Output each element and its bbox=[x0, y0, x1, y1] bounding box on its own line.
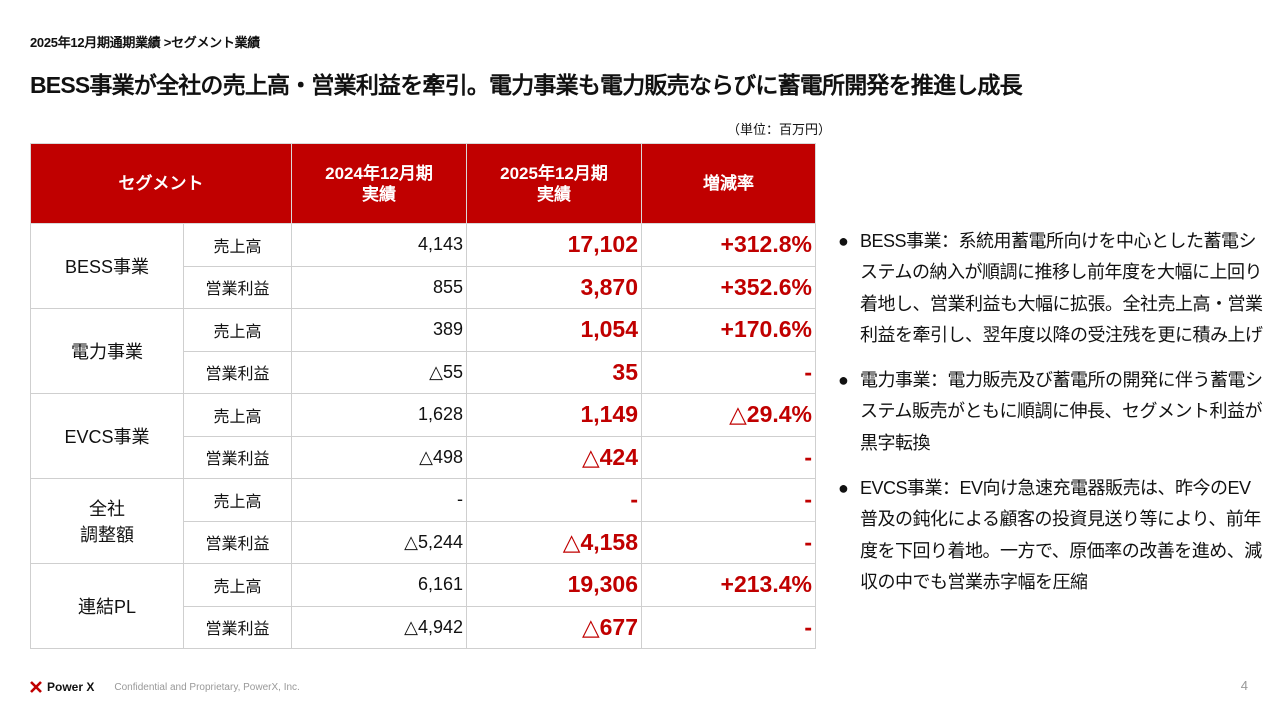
fy2025-value: 3,870 bbox=[466, 265, 642, 309]
item-label: 営業利益 bbox=[183, 350, 292, 394]
header-change: 増減率 bbox=[641, 143, 816, 224]
change-rate: +352.6% bbox=[641, 265, 816, 309]
powerx-logo: Power X bbox=[30, 680, 94, 694]
fy2024-value: 1,628 bbox=[291, 393, 467, 437]
segment-name: EVCS事業 bbox=[30, 393, 184, 479]
unit-label: （単位：百万円） bbox=[727, 122, 832, 137]
fy2025-value: 1,149 bbox=[466, 393, 642, 437]
fy2025-value: △677 bbox=[466, 605, 642, 649]
logo-text: Power X bbox=[47, 680, 95, 694]
table-row: 営業利益 △4,942 △677- bbox=[31, 605, 816, 649]
confidential-text: Confidential and Proprietary, PowerX, In… bbox=[114, 681, 300, 693]
breadcrumb: 2025年12月期通期業績 >セグメント業績 bbox=[30, 35, 260, 50]
table-row: BESS事業 売上高 4,143 17,102 +312.8% bbox=[30, 223, 816, 309]
page-title: BESS事業が全社の売上高・営業利益を牽引。電力事業も電力販売ならびに蓄電所開発… bbox=[30, 72, 1023, 98]
fy2024-value: - bbox=[291, 478, 467, 522]
fy2024-value: 855 bbox=[291, 265, 467, 309]
item-label: 売上高 bbox=[183, 393, 292, 437]
fy2024-value: 389 bbox=[291, 308, 467, 352]
page-number: 4 bbox=[1240, 678, 1248, 693]
change-rate: - bbox=[641, 478, 816, 522]
item-label: 営業利益 bbox=[183, 435, 292, 479]
change-rate: - bbox=[641, 435, 816, 479]
table-row: 連結PL 売上高 6,161 19,306 +213.4% bbox=[30, 563, 816, 649]
item-label: 売上高 bbox=[183, 563, 292, 607]
bullet-evcs: ● EVCS事業：EV向け急速充電器販売は、昨今のEV普及の鈍化による顧客の投資見… bbox=[838, 473, 1268, 598]
change-rate: - bbox=[641, 350, 816, 394]
item-label: 売上高 bbox=[183, 478, 292, 522]
table-row: 電力事業 売上高 389 1,054 +170.6% bbox=[30, 308, 816, 394]
change-rate: - bbox=[641, 520, 816, 564]
fy2025-value: △424 bbox=[466, 435, 642, 479]
fy2025-value: △4,158 bbox=[466, 520, 642, 564]
bullet-text: BESS事業：系統用蓄電所向けを中心とした蓄電システムの納入が順調に推移し前年度… bbox=[860, 231, 1263, 345]
bullet-dot-icon: ● bbox=[838, 231, 849, 251]
commentary: ● BESS事業：系統用蓄電所向けを中心とした蓄電システムの納入が順調に推移し前年… bbox=[838, 226, 1268, 612]
fy2024-value: △55 bbox=[291, 350, 467, 394]
table-row: 全社 調整額 売上高 - - - bbox=[30, 478, 816, 564]
fy2024-value: △498 bbox=[291, 435, 467, 479]
fy2025-value: 19,306 bbox=[466, 563, 642, 607]
segment-table: セグメント 2024年12月期 実績 2025年12月期 実績 増減率 BESS… bbox=[30, 143, 816, 649]
fy2024-value: 6,161 bbox=[291, 563, 467, 607]
bullet-text: EVCS事業：EV向け急速充電器販売は、昨今のEV普及の鈍化による顧客の投資見送… bbox=[860, 478, 1262, 592]
header-fy2025: 2025年12月期 実績 bbox=[466, 143, 642, 224]
change-rate: +312.8% bbox=[641, 223, 816, 267]
table-row: 営業利益 855 3,870 +352.6% bbox=[31, 265, 816, 309]
bullet-dot-icon: ● bbox=[838, 370, 849, 391]
segment-name: 全社 調整額 bbox=[30, 478, 184, 564]
segment-name: 連結PL bbox=[30, 563, 184, 649]
fy2025-value: - bbox=[466, 478, 642, 522]
header-segment: セグメント bbox=[30, 143, 292, 224]
fy2025-value: 17,102 bbox=[466, 223, 642, 267]
table-row: 営業利益 △498 △424- bbox=[31, 435, 816, 479]
bullet-text: 電力事業：電力販売及び蓄電所の開発に伴う蓄電システム販売がともに順調に伸長、セグ… bbox=[860, 370, 1263, 453]
segment-name: 電力事業 bbox=[30, 308, 184, 394]
footer: Power X Confidential and Proprietary, Po… bbox=[30, 680, 300, 694]
item-label: 営業利益 bbox=[183, 520, 292, 564]
x-logo-icon bbox=[30, 681, 42, 693]
fy2025-value: 35 bbox=[466, 350, 642, 394]
change-rate: +213.4% bbox=[641, 563, 816, 607]
change-rate: +170.6% bbox=[641, 308, 816, 352]
item-label: 売上高 bbox=[183, 223, 292, 267]
table-row: EVCS事業 売上高 1,628 1,149 △29.4% bbox=[30, 393, 816, 479]
fy2024-value: △4,942 bbox=[291, 605, 467, 649]
bullet-dot-icon: ● bbox=[838, 478, 849, 499]
bullet-power: ● 電力事業：電力販売及び蓄電所の開発に伴う蓄電システム販売がともに順調に伸長、セ… bbox=[838, 365, 1268, 459]
bullet-bess: ● BESS事業：系統用蓄電所向けを中心とした蓄電システムの納入が順調に推移し前年… bbox=[838, 226, 1268, 351]
fy2024-value: △5,244 bbox=[291, 520, 467, 564]
item-label: 売上高 bbox=[183, 308, 292, 352]
table-row: 営業利益 △5,244 △4,158- bbox=[31, 520, 816, 564]
fy2025-value: 1,054 bbox=[466, 308, 642, 352]
segment-name: BESS事業 bbox=[30, 223, 184, 309]
fy2024-value: 4,143 bbox=[291, 223, 467, 267]
item-label: 営業利益 bbox=[183, 265, 292, 309]
change-rate: △29.4% bbox=[641, 393, 816, 437]
change-rate: - bbox=[641, 605, 816, 649]
item-label: 営業利益 bbox=[183, 605, 292, 649]
header-fy2024: 2024年12月期 実績 bbox=[291, 143, 467, 224]
